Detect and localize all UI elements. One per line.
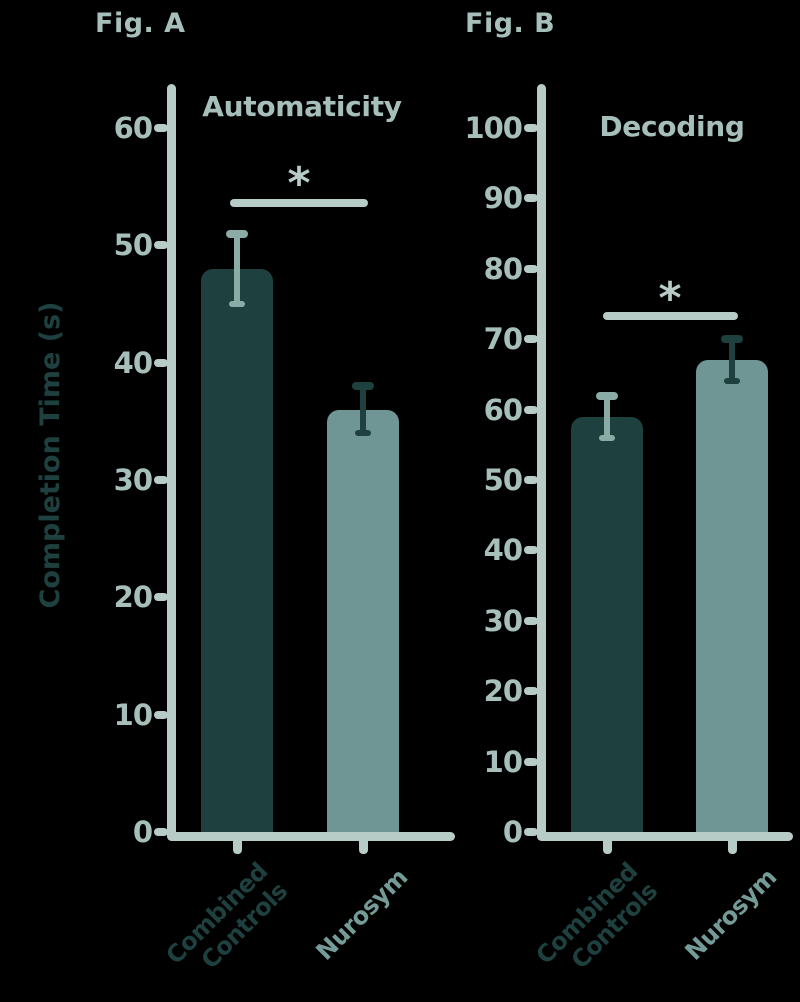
fig-b-label: Fig. B bbox=[465, 8, 556, 39]
y-tick-label: 70 bbox=[483, 322, 523, 357]
y-tick bbox=[154, 593, 168, 602]
y-axis-line bbox=[167, 84, 176, 840]
fig-a-label: Fig. A bbox=[95, 8, 186, 39]
bar bbox=[201, 268, 273, 834]
y-tick bbox=[524, 476, 538, 484]
error-bar-line bbox=[604, 395, 610, 438]
significance-asterisk: * bbox=[658, 273, 682, 324]
y-tick bbox=[154, 241, 168, 250]
y-tick bbox=[154, 828, 168, 836]
y-tick bbox=[154, 124, 168, 132]
y-tick-label: 0 bbox=[502, 815, 523, 849]
x-tick bbox=[233, 840, 242, 854]
error-bar-cap-bottom bbox=[355, 430, 371, 437]
y-tick-label: 10 bbox=[483, 744, 523, 779]
y-tick-label: 10 bbox=[113, 697, 153, 732]
y-tick bbox=[154, 358, 168, 367]
y-tick bbox=[524, 616, 538, 625]
y-tick-label: 80 bbox=[483, 251, 523, 286]
y-tick bbox=[524, 828, 538, 836]
y-tick bbox=[154, 710, 168, 719]
x-tick-label: Combined Controls bbox=[160, 857, 293, 975]
y-tick-label: 50 bbox=[113, 228, 153, 263]
bar bbox=[696, 360, 768, 834]
y-tick-label: 100 bbox=[464, 111, 523, 145]
y-tick bbox=[524, 264, 538, 273]
error-bar-cap-top bbox=[226, 229, 248, 238]
y-tick-label: 0 bbox=[132, 815, 153, 849]
error-bar-cap-top bbox=[721, 335, 743, 344]
error-bar-line bbox=[729, 339, 735, 382]
y-tick bbox=[154, 476, 168, 484]
y-tick bbox=[524, 405, 538, 414]
x-tick-label: Combined Controls bbox=[530, 857, 663, 975]
error-bar-cap-top bbox=[352, 382, 374, 391]
significance-line bbox=[603, 312, 738, 320]
error-bar-line bbox=[234, 233, 240, 304]
error-bar-cap-bottom bbox=[599, 434, 615, 441]
y-tick bbox=[524, 757, 538, 766]
y-tick-label: 20 bbox=[483, 674, 523, 709]
bar bbox=[571, 416, 643, 834]
y-tick-label: 30 bbox=[483, 603, 523, 638]
significance-line bbox=[230, 199, 368, 207]
bar bbox=[327, 409, 399, 834]
y-tick-label: 60 bbox=[483, 392, 523, 427]
x-tick bbox=[359, 840, 368, 854]
y-tick bbox=[524, 124, 538, 132]
error-bar-cap-bottom bbox=[229, 301, 245, 307]
y-tick-label: 90 bbox=[483, 181, 523, 216]
x-axis-line bbox=[537, 832, 793, 841]
error-bar-cap-bottom bbox=[724, 378, 740, 385]
y-tick-label: 60 bbox=[113, 111, 153, 145]
y-tick-label: 30 bbox=[113, 463, 153, 497]
y-tick-label: 40 bbox=[113, 345, 153, 380]
x-tick bbox=[728, 840, 737, 854]
y-axis-line bbox=[537, 84, 546, 840]
y-tick-label: 20 bbox=[113, 580, 153, 615]
y-tick bbox=[524, 335, 538, 344]
y-tick bbox=[524, 687, 538, 696]
x-tick bbox=[603, 840, 612, 854]
y-tick bbox=[524, 194, 538, 203]
y-tick bbox=[524, 546, 538, 555]
x-axis-line bbox=[167, 832, 455, 841]
panel-a-title: Automaticity bbox=[202, 90, 402, 123]
error-bar-cap-top bbox=[596, 391, 618, 400]
significance-asterisk: * bbox=[287, 158, 311, 209]
panel-b-title: Decoding bbox=[599, 110, 745, 143]
y-tick-label: 40 bbox=[483, 533, 523, 568]
y-tick-label: 50 bbox=[483, 463, 523, 497]
error-bar-line bbox=[360, 386, 366, 434]
